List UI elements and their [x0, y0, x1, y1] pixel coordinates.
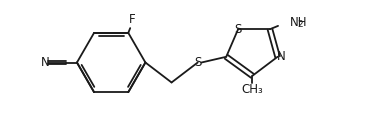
Text: S: S — [194, 56, 201, 69]
Text: N: N — [41, 56, 50, 69]
Text: S: S — [234, 23, 242, 36]
Text: N: N — [277, 50, 286, 63]
Text: 2: 2 — [298, 20, 303, 30]
Text: NH: NH — [290, 16, 308, 29]
Text: F: F — [129, 13, 136, 26]
Text: CH₃: CH₃ — [242, 83, 263, 96]
